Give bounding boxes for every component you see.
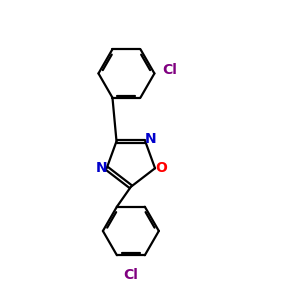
Text: O: O (156, 161, 167, 175)
Text: Cl: Cl (162, 64, 177, 77)
Text: N: N (96, 161, 107, 175)
Text: Cl: Cl (123, 268, 138, 282)
Text: N: N (145, 132, 156, 146)
